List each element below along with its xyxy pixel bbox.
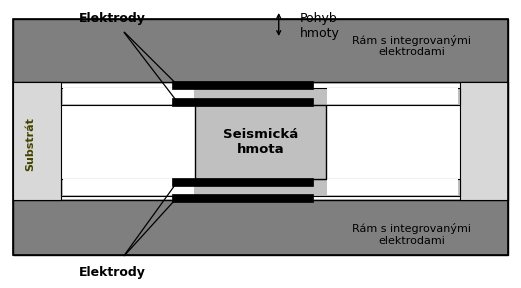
Bar [63, 179, 194, 195]
Bar [172, 194, 313, 202]
Text: Substrát: Substrát [25, 117, 35, 171]
Bar [195, 105, 326, 179]
Bar [61, 88, 460, 105]
Bar [13, 82, 61, 200]
Text: Elektrody: Elektrody [79, 266, 145, 279]
Bar [13, 200, 508, 255]
Bar [172, 178, 313, 186]
Bar [327, 179, 458, 195]
Bar [63, 88, 194, 104]
Bar [172, 98, 313, 106]
Text: Elektrody: Elektrody [79, 12, 145, 25]
Bar [327, 88, 458, 104]
Bar [13, 19, 508, 82]
Text: Seismická
hmota: Seismická hmota [223, 128, 298, 156]
Bar [460, 82, 508, 200]
Bar [61, 179, 460, 196]
Text: Rám s integrovanými
elektrodami: Rám s integrovanými elektrodami [352, 35, 471, 57]
Text: Pohyb
hmoty: Pohyb hmoty [300, 12, 340, 39]
Bar [172, 81, 313, 89]
Bar [13, 19, 508, 255]
Bar [13, 82, 508, 200]
Text: Rám s integrovanými
elektrodami: Rám s integrovanými elektrodami [352, 223, 471, 246]
